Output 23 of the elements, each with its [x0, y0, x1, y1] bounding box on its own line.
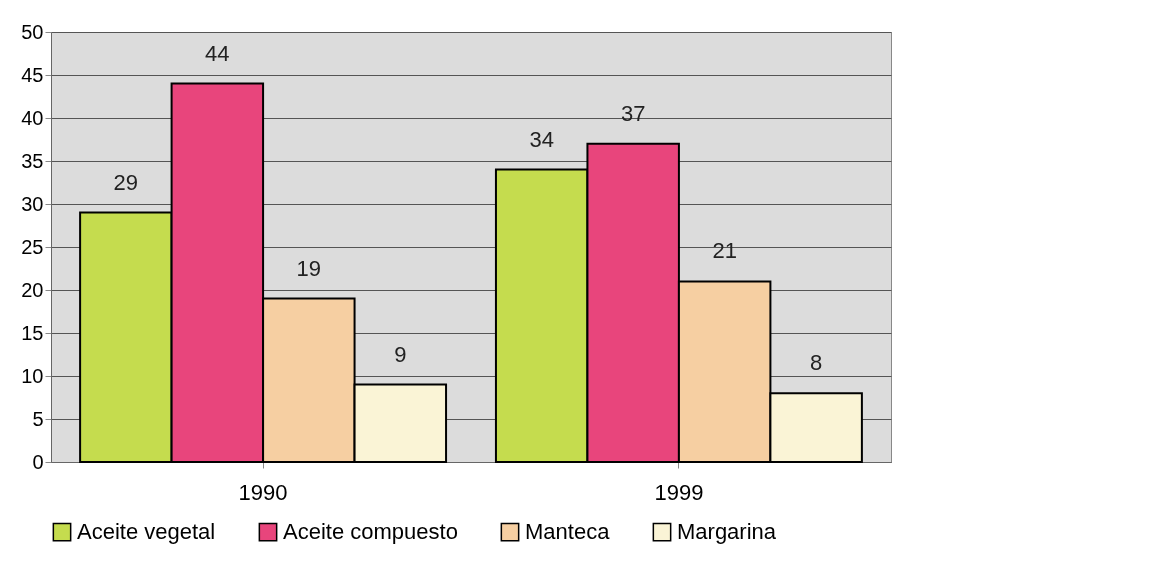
data-label: 9	[394, 341, 407, 367]
y-tick-label: 45	[21, 63, 44, 86]
legend-label: Aceite vegetal	[77, 519, 216, 545]
data-label: 44	[205, 40, 230, 66]
y-tick-label: 15	[21, 321, 44, 344]
y-tick-label: 20	[21, 278, 44, 301]
y-tick-label: 25	[21, 235, 44, 258]
legend-label: Margarina	[677, 519, 777, 545]
y-tick-label: 40	[21, 106, 44, 129]
y-tick-label: 5	[32, 407, 44, 430]
y-tick-label: 35	[21, 149, 44, 172]
y-tick-label: 50	[21, 20, 44, 43]
x-tick-label: 1999	[654, 479, 704, 505]
legend-label: Manteca	[525, 519, 611, 545]
x-tick-label: 1990	[238, 479, 288, 505]
data-label: 29	[113, 169, 139, 195]
legend-label: Aceite compuesto	[283, 519, 458, 545]
y-tick-label: 0	[32, 450, 44, 473]
data-label: 8	[810, 350, 823, 376]
data-label: 34	[529, 126, 554, 152]
data-label: 19	[296, 255, 322, 281]
y-tick-label: 10	[21, 364, 44, 387]
y-tick-label: 30	[21, 192, 44, 215]
